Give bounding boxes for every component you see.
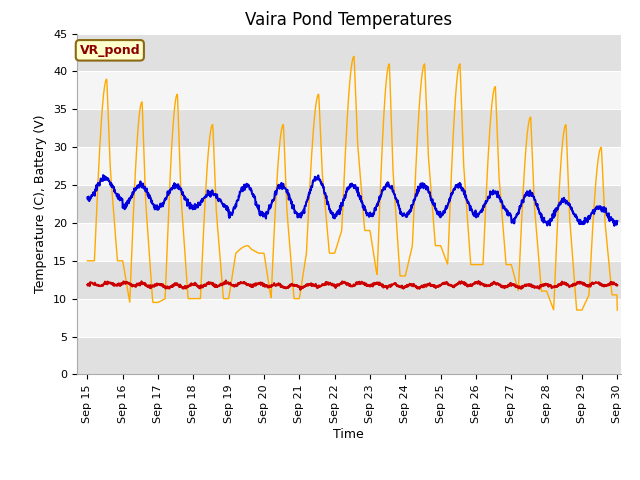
Title: Vaira Pond Temperatures: Vaira Pond Temperatures (245, 11, 452, 29)
Bar (77, 109, 621, 147)
Bar (77, 185, 621, 223)
Text: VR_pond: VR_pond (79, 44, 140, 57)
Legend: Water_temp, PanelT_pond, BattV_pond: Water_temp, PanelT_pond, BattV_pond (149, 475, 548, 480)
Y-axis label: Temperature (C), Battery (V): Temperature (C), Battery (V) (35, 115, 47, 293)
Bar (77, 34, 621, 72)
X-axis label: Time: Time (333, 429, 364, 442)
Bar (77, 336, 621, 374)
Bar (77, 261, 621, 299)
